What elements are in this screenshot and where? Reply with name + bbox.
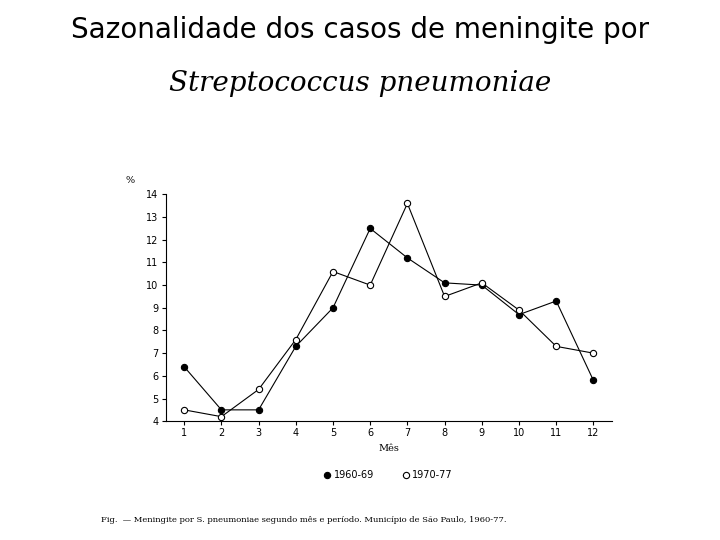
Text: Streptococcus pneumoniae: Streptococcus pneumoniae xyxy=(169,70,551,97)
Text: Sazonalidade dos casos de meningite por: Sazonalidade dos casos de meningite por xyxy=(71,16,649,44)
Legend: 1960-69, 1970-77: 1960-69, 1970-77 xyxy=(321,467,456,484)
Text: Fig.  — Meningite por S. pneumoniae segundo mês e período. Município de São Paul: Fig. — Meningite por S. pneumoniae segun… xyxy=(101,516,506,524)
X-axis label: Mês: Mês xyxy=(379,444,399,453)
Text: %: % xyxy=(125,177,135,185)
